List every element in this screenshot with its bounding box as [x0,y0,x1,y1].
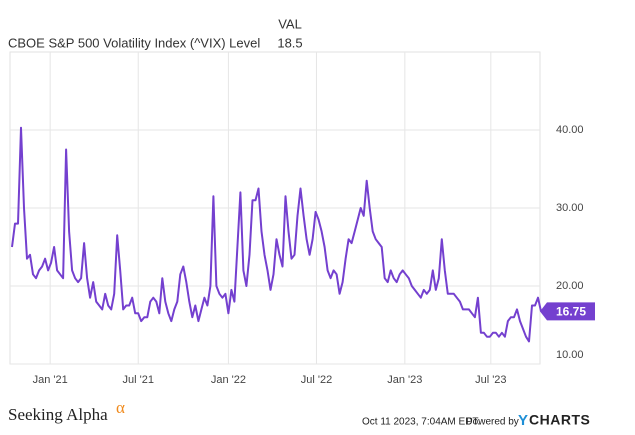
provider-name: CHARTS [529,412,590,428]
powered-by: Powered by [466,417,519,428]
legend-value: 18.5 [277,35,302,50]
last-value-label: 16.75 [556,305,586,319]
x-tick-label: Jul '23 [475,374,506,386]
y-tick-label: 10.00 [556,349,584,361]
x-tick-label: Jul '22 [301,374,332,386]
timestamp: Oct 11 2023, 7:04AM EDT. [362,417,480,428]
provider-initial: Y [518,412,528,429]
y-tick-label: 40.00 [556,124,584,136]
y-tick-label: 30.00 [556,202,584,214]
brand-logo: α [116,398,125,417]
x-tick-label: Jan '21 [33,374,68,386]
last-value-tag [540,302,595,321]
column-header: VAL [278,16,302,31]
brand-name: Seeking Alpha [8,405,108,424]
x-tick-label: Jan '22 [211,374,246,386]
x-tick-label: Jul '21 [123,374,154,386]
x-tick-label: Jan '23 [387,374,422,386]
y-tick-label: 20.00 [556,280,584,292]
series-line [11,126,542,343]
legend-series-name: CBOE S&P 500 Volatility Index (^VIX) Lev… [8,35,260,50]
